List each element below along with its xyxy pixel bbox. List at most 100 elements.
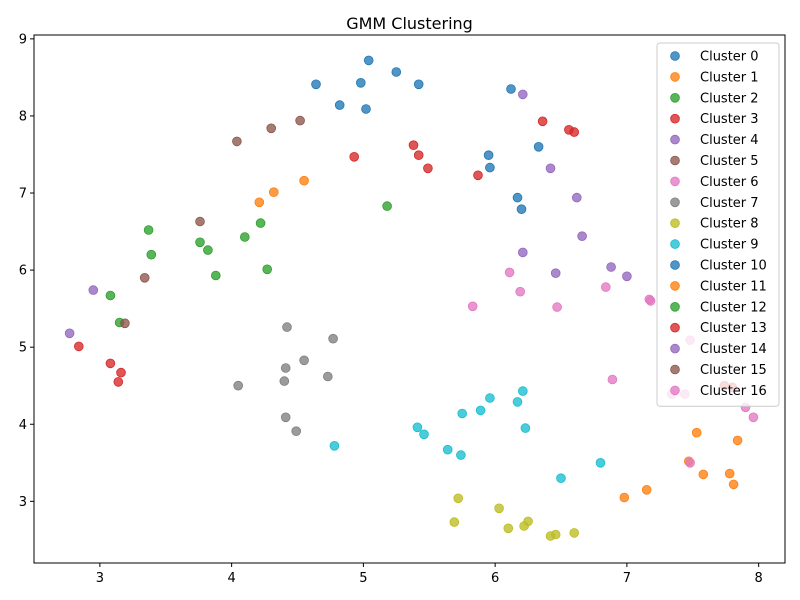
data-point <box>550 268 561 279</box>
legend-label: Cluster 2 <box>700 91 759 106</box>
data-point <box>233 380 244 391</box>
data-point <box>266 123 277 134</box>
data-point <box>571 192 582 203</box>
data-point <box>569 127 579 137</box>
legend-label: Cluster 10 <box>700 259 767 274</box>
data-point <box>280 412 291 423</box>
data-point <box>485 393 495 403</box>
data-point <box>105 358 116 369</box>
legend-box <box>656 42 780 407</box>
legend-label: Cluster 0 <box>700 50 759 65</box>
legend-label: Cluster 11 <box>700 279 767 294</box>
data-point <box>413 79 424 90</box>
plot-frame <box>33 34 786 564</box>
data-point <box>569 528 579 538</box>
data-point <box>503 523 514 534</box>
data-point <box>517 247 528 258</box>
x-tick-label: 4 <box>227 571 235 586</box>
data-point <box>382 201 392 211</box>
x-tick-label: 5 <box>359 571 367 586</box>
data-point <box>732 435 743 446</box>
legend-marker <box>670 218 680 229</box>
legend-marker <box>670 343 680 354</box>
data-point <box>517 386 528 396</box>
legend-label: Cluster 12 <box>700 300 767 315</box>
legend-marker <box>670 301 680 312</box>
y-tick-label: 8 <box>19 109 27 124</box>
data-point <box>515 286 525 297</box>
data-point <box>299 175 309 186</box>
data-point <box>195 216 205 227</box>
legend-marker <box>670 155 680 166</box>
y-tick-label: 4 <box>19 418 27 433</box>
data-point <box>685 457 695 468</box>
data-point <box>457 408 468 419</box>
data-point <box>520 423 531 433</box>
y-tick-label: 3 <box>19 495 27 510</box>
data-point <box>334 100 345 110</box>
data-point <box>363 55 374 66</box>
data-point <box>254 197 265 208</box>
data-point <box>600 282 611 292</box>
legend-marker <box>670 93 680 103</box>
data-point <box>349 152 360 162</box>
x-tick-label: 8 <box>755 571 763 586</box>
data-point <box>322 371 333 382</box>
data-point <box>255 218 266 228</box>
data-point <box>355 78 366 88</box>
y-tick-label: 6 <box>19 264 27 279</box>
data-point <box>413 150 424 161</box>
legend-marker <box>670 113 680 124</box>
data-point <box>423 163 433 174</box>
data-point <box>361 104 371 114</box>
data-point <box>299 355 309 366</box>
legend-marker <box>670 281 680 291</box>
legend-marker <box>670 51 680 61</box>
data-point <box>412 422 423 433</box>
data-point <box>279 376 290 386</box>
data-point <box>64 328 75 339</box>
data-point <box>619 492 630 503</box>
data-point <box>506 84 516 94</box>
data-point <box>494 503 504 514</box>
legend-marker <box>670 385 680 396</box>
data-point <box>485 162 495 173</box>
legend-marker <box>670 260 680 270</box>
data-point <box>116 367 126 378</box>
data-point <box>88 285 99 295</box>
chart-title: GMM Clustering <box>346 14 473 33</box>
data-point <box>120 318 130 329</box>
data-point <box>456 450 466 460</box>
x-tick-label: 7 <box>623 571 631 586</box>
data-point <box>449 517 460 527</box>
data-point <box>282 322 292 332</box>
data-point <box>724 468 735 479</box>
legend-label: Cluster 15 <box>700 363 767 378</box>
x-tick-label: 6 <box>491 571 499 586</box>
data-point <box>537 116 548 127</box>
data-point <box>516 204 527 215</box>
legend-label: Cluster 9 <box>700 238 759 253</box>
data-point <box>453 493 464 504</box>
data-point <box>113 377 124 387</box>
legend-marker <box>670 322 680 333</box>
legend: Cluster 0 Cluster 1 Cluster 2 Cluster 3 Clus… <box>656 42 780 407</box>
data-point <box>203 245 213 255</box>
legend-label: Cluster 14 <box>700 342 767 357</box>
data-point <box>232 136 242 147</box>
data-point <box>475 405 486 416</box>
legend-label: Cluster 7 <box>700 196 759 211</box>
data-point <box>262 264 273 275</box>
data-point <box>211 270 221 281</box>
data-point <box>577 231 587 242</box>
data-point <box>291 426 302 437</box>
data-point <box>328 333 338 344</box>
data-point <box>595 457 606 468</box>
data-point <box>483 150 494 161</box>
data-point <box>504 267 515 278</box>
x-tick-label: 3 <box>96 571 104 586</box>
legend-marker <box>670 176 680 187</box>
data-point <box>442 444 453 455</box>
legend-marker <box>670 197 680 208</box>
